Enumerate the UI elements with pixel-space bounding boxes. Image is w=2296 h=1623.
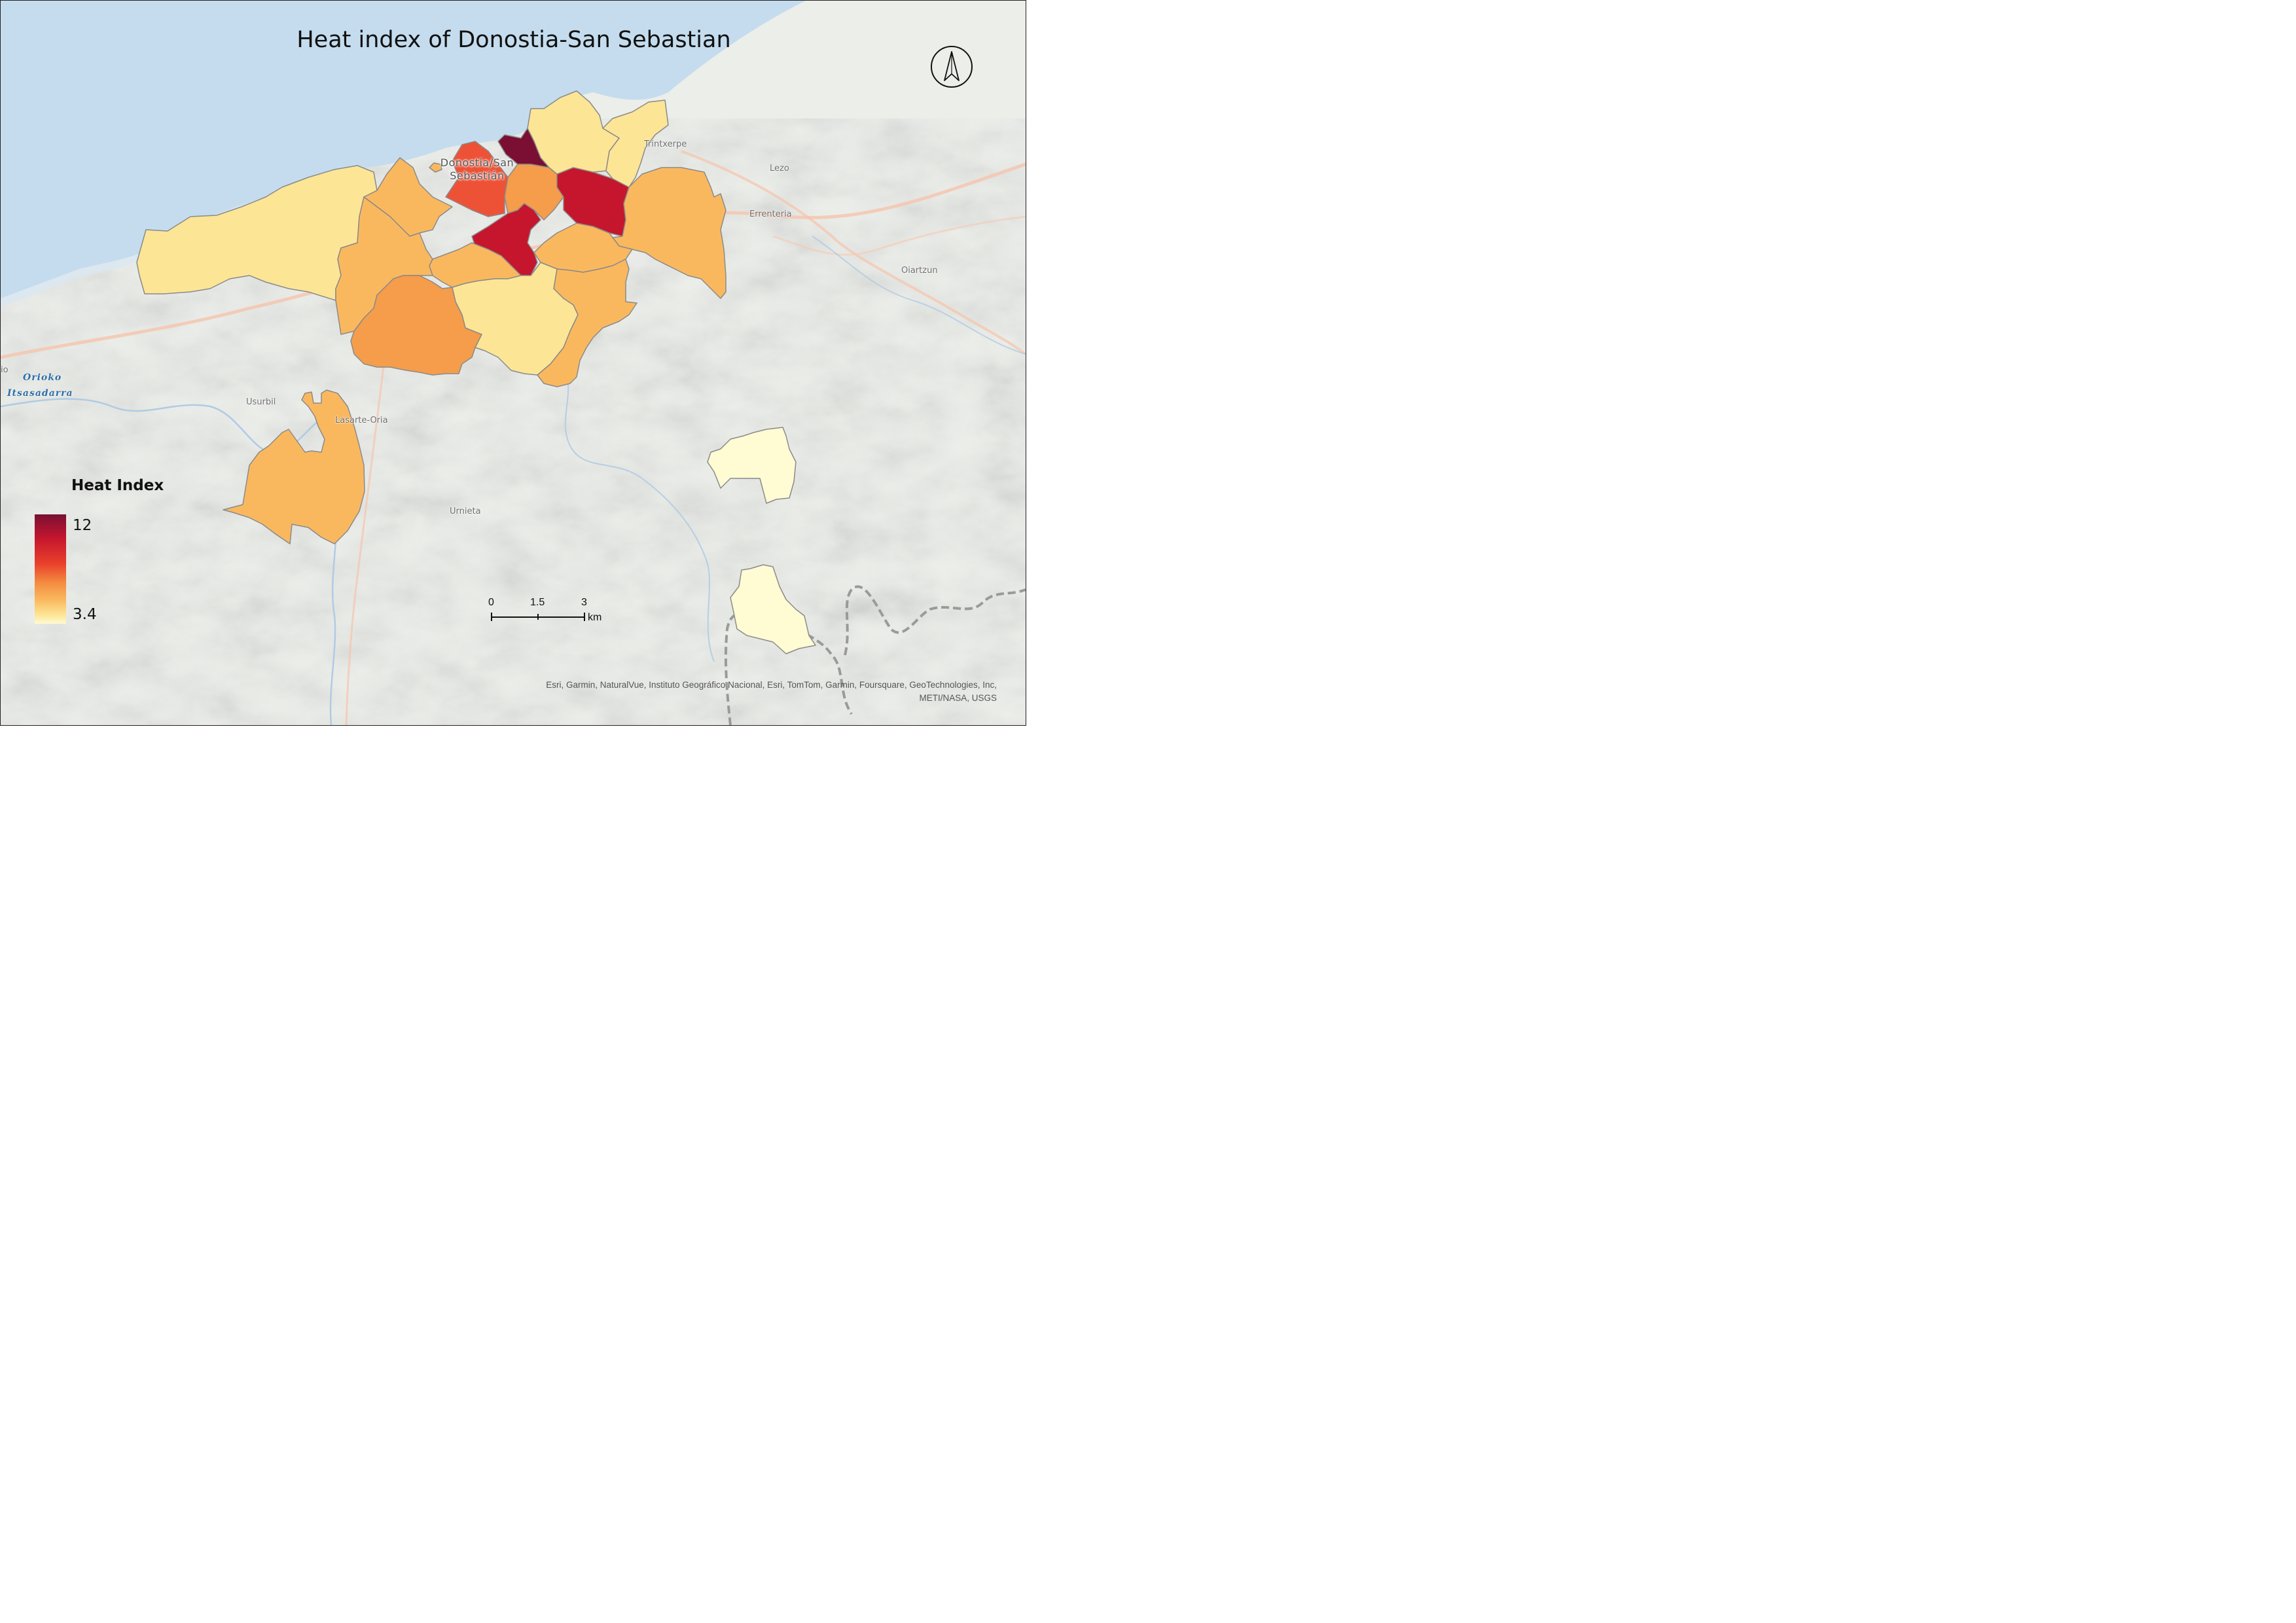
place-label-usurbil: Usurbil — [246, 397, 276, 407]
sea — [1, 1, 806, 298]
place-label-lezo: Lezo — [770, 164, 789, 173]
highway-3 — [345, 366, 385, 725]
river — [1, 398, 338, 725]
island-santa-clara[interactable] — [429, 162, 442, 173]
legend-min-label: 3.4 — [73, 606, 97, 623]
legend-color-ramp — [35, 514, 66, 624]
map-frame[interactable]: Donostia/San Sebastián Trintxerpe Lezo E… — [0, 0, 1026, 726]
attribution: Esri, Garmin, NaturalVue, Instituto Geog… — [546, 679, 997, 705]
district-trintxerpe[interactable] — [602, 99, 669, 188]
legend-title: Heat Index — [71, 477, 164, 494]
river-3 — [812, 236, 1026, 355]
scale-label-3: 3 — [581, 597, 587, 608]
map-title: Heat index of Donostia-San Sebastian — [1, 27, 1026, 53]
place-label-edge-fragment: io — [1, 365, 9, 375]
place-label-lasarte-oria: Lasarte-Oria — [335, 416, 388, 425]
place-label-errenteria: Errenteria — [749, 209, 792, 219]
scale-unit: km — [588, 612, 602, 623]
place-label-trintxerpe: Trintxerpe — [644, 139, 687, 149]
water-label-line-2: Itsasadarra — [7, 388, 73, 399]
river-2 — [563, 366, 715, 662]
city-label-line-1: Donostia/San — [440, 156, 514, 169]
scale-label-1-5: 1.5 — [530, 597, 545, 608]
map-title-text: Heat index of Donostia-San Sebastian — [296, 27, 731, 53]
district-zubieta[interactable] — [223, 389, 365, 544]
legend-max-label: 12 — [73, 517, 92, 534]
place-label-urnieta: Urnieta — [450, 507, 481, 516]
highway-2 — [681, 150, 1026, 355]
road-mountain — [772, 215, 1026, 256]
scale-bar-graphic — [491, 613, 585, 621]
heat-index-polygons[interactable] — [136, 90, 816, 654]
city-label-line-2: Sebastián — [450, 169, 505, 182]
district-antiguo[interactable] — [445, 141, 509, 217]
scale-bar: 0 1.5 3 km — [486, 595, 617, 628]
city-label: Donostia/San Sebastián — [438, 156, 516, 183]
scale-label-0: 0 — [488, 597, 494, 608]
north-arrow-icon — [931, 46, 973, 88]
enclave-south[interactable] — [730, 564, 816, 654]
basemap[interactable] — [1, 1, 1026, 725]
district-miramon[interactable] — [452, 262, 579, 376]
district-aiete-south[interactable] — [350, 275, 482, 376]
attribution-line-1: Esri, Garmin, NaturalVue, Instituto Geog… — [546, 680, 997, 690]
enclave-north[interactable] — [707, 427, 797, 504]
place-label-oiartzun: Oiartzun — [901, 266, 938, 276]
administrative-border — [724, 585, 1026, 725]
attribution-line-2: METI/NASA, USGS — [919, 693, 997, 703]
water-label-line-1: Orioko — [23, 372, 62, 383]
